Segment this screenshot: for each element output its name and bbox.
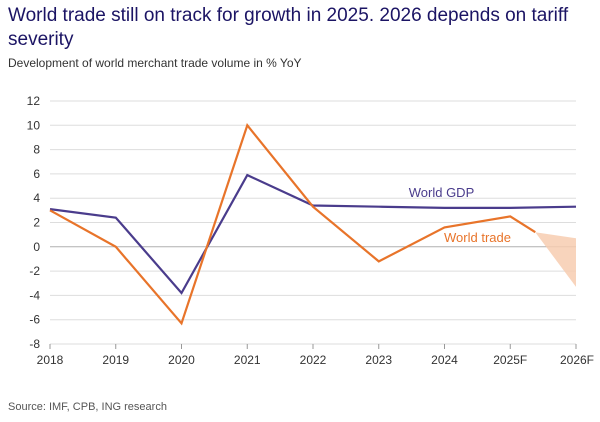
y-tick-label: -4	[29, 288, 40, 302]
x-tick-label: 2025F	[493, 353, 527, 367]
x-tick-label: 2019	[102, 353, 129, 367]
source-note: Source: IMF, CPB, ING research	[8, 401, 167, 413]
y-tick-label: 8	[33, 143, 40, 157]
series-layer	[49, 123, 577, 326]
grid-layer	[49, 100, 577, 349]
x-tick-label: 2021	[234, 353, 261, 367]
y-tick-label: 10	[27, 118, 41, 132]
y-tick-label: -8	[29, 337, 40, 351]
forecast-band	[535, 232, 576, 287]
series-label-world-gdp: World GDP	[409, 185, 475, 200]
chart-title: World trade still on track for growth in…	[8, 5, 569, 50]
y-tick-label: 12	[27, 94, 41, 108]
y-tick-label: 6	[33, 167, 40, 181]
x-tick-label: 2023	[365, 353, 392, 367]
x-tick-label: 2022	[300, 353, 327, 367]
x-tick-label: 2018	[37, 353, 64, 367]
y-tick-label: -6	[29, 313, 40, 327]
y-tick-label: 0	[33, 240, 40, 254]
series-line-world-trade	[49, 123, 536, 326]
y-tick-label: -2	[29, 264, 40, 278]
chart-subtitle: Development of world merchant trade volu…	[8, 56, 302, 70]
x-tick-label: 2024	[431, 353, 458, 367]
x-tick-label: 2026F	[560, 353, 594, 367]
forecast-band-layer	[535, 232, 576, 287]
series-label-world-trade: World trade	[444, 230, 511, 245]
label-layer: -8 -6 -4 -2 0 2 4 6 8 10 12 2018 2019 2020 2021 2022 202…	[27, 94, 594, 367]
x-tick-label: 2020	[168, 353, 195, 367]
y-tick-label: 2	[33, 216, 40, 230]
y-tick-label: 4	[33, 191, 40, 205]
